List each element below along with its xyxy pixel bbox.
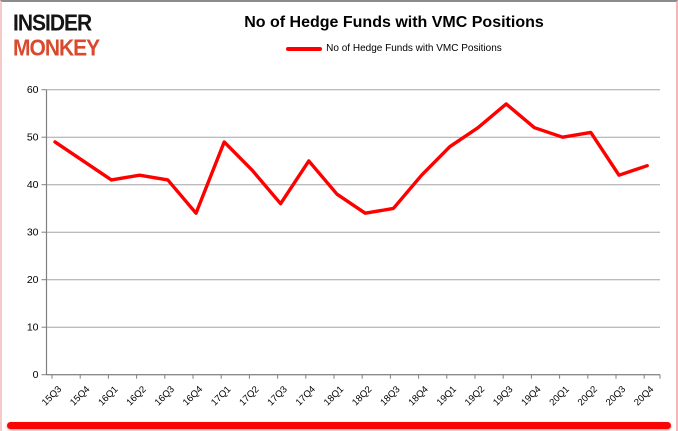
chart-title: No of Hedge Funds with VMC Positions xyxy=(244,14,544,31)
x-tick-label: 19Q3 xyxy=(491,384,515,408)
x-tick-label: 18Q3 xyxy=(378,384,402,408)
x-tick-label: 17Q2 xyxy=(237,384,261,408)
x-tick-label: 20Q1 xyxy=(548,384,572,408)
legend-label: No of Hedge Funds with VMC Positions xyxy=(326,43,502,54)
chart-legend: No of Hedge Funds with VMC Positions xyxy=(132,43,656,54)
x-tick-label: 20Q3 xyxy=(604,384,628,408)
logo-line-insider: INSIDER xyxy=(13,11,92,36)
logo-line-monkey: MONKEY xyxy=(13,35,100,61)
x-tick-label: 20Q4 xyxy=(632,384,656,408)
insider-monkey-logo: INSIDER MONKEY xyxy=(13,11,100,61)
x-tick-label: 17Q3 xyxy=(266,384,290,408)
x-tick-label: 16Q1 xyxy=(96,384,120,408)
x-tick-label: 15Q4 xyxy=(68,384,92,408)
y-tick-label: 50 xyxy=(27,132,39,144)
x-tick-label: 17Q1 xyxy=(209,384,233,408)
data-series-line xyxy=(53,102,649,215)
x-tick-label: 16Q4 xyxy=(181,384,205,408)
x-tick-label: 15Q3 xyxy=(40,384,64,408)
y-tick-label: 20 xyxy=(27,274,39,286)
x-tick-label: 19Q1 xyxy=(435,384,459,408)
x-tick-label: 16Q2 xyxy=(125,384,149,408)
x-tick-label: 16Q3 xyxy=(153,384,177,408)
bottom-red-bar xyxy=(7,422,671,429)
chart-header: No of Hedge Funds with VMC Positions No … xyxy=(132,2,656,54)
legend-line-swatch xyxy=(286,46,323,51)
x-tick-label: 18Q1 xyxy=(322,384,346,408)
x-tick-label: 17Q4 xyxy=(294,384,318,408)
y-tick-label: 60 xyxy=(27,84,39,96)
x-tick-label: 19Q4 xyxy=(519,384,543,408)
y-tick-label: 30 xyxy=(27,227,39,239)
x-tick-label: 20Q2 xyxy=(576,384,600,408)
x-tick-label: 19Q2 xyxy=(463,384,487,408)
y-tick-label: 40 xyxy=(27,179,39,191)
y-tick-label: 0 xyxy=(33,369,39,381)
y-tick-label: 10 xyxy=(27,322,39,334)
x-tick-label: 18Q2 xyxy=(350,384,374,408)
x-tick-label: 18Q4 xyxy=(407,384,431,408)
